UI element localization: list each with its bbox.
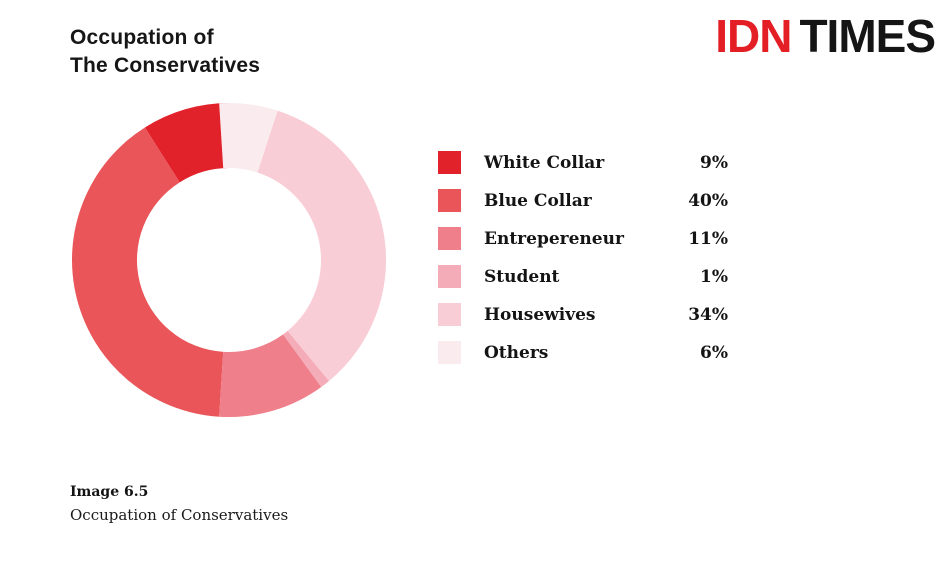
legend-row-housewives: Housewives 34% [438, 303, 728, 326]
legend-value: 1% [700, 266, 728, 287]
legend-label: Student [484, 266, 560, 287]
legend-swatch [438, 265, 461, 288]
donut-segment-others [219, 102, 278, 173]
donut-segment-housewives [257, 110, 387, 381]
donut-chart-svg [72, 102, 387, 418]
legend-label: Others [484, 342, 549, 363]
legend-label: Entrepereneur [484, 228, 624, 249]
legend-label: Housewives [484, 304, 596, 325]
chart-legend: White Collar 9% Blue Collar 40% Entrepereneu… [438, 151, 728, 379]
donut-segment-student [283, 330, 330, 388]
logo-times-text: TIMES [799, 10, 936, 62]
legend-swatch [438, 341, 461, 364]
legend-row-others: Others 6% [438, 341, 728, 364]
chart-title-line1: Occupation of [70, 26, 214, 49]
donut-chart [72, 102, 387, 418]
donut-segment-entrepereneur [219, 334, 322, 418]
legend-swatch [438, 151, 461, 174]
logo-idn-text: IDN [715, 10, 792, 62]
legend-label: Blue Collar [484, 190, 592, 211]
legend-row-blue-collar: Blue Collar 40% [438, 189, 728, 212]
legend-label: White Collar [484, 152, 605, 173]
caption-number: Image 6.5 [70, 484, 149, 500]
legend-row-entrepereneur: Entrepereneur 11% [438, 227, 728, 250]
chart-title: Occupation of The Conservatives [70, 24, 260, 80]
legend-value: 40% [688, 190, 728, 211]
legend-value: 6% [700, 342, 728, 363]
legend-swatch [438, 189, 461, 212]
legend-row-student: Student 1% [438, 265, 728, 288]
legend-value: 11% [688, 228, 728, 249]
legend-swatch [438, 227, 461, 250]
legend-row-white-collar: White Collar 9% [438, 151, 728, 174]
donut-segment-blue-collar [72, 127, 224, 417]
legend-value: 9% [700, 152, 728, 173]
legend-swatch [438, 303, 461, 326]
chart-title-line2: The Conservatives [70, 54, 261, 77]
legend-value: 34% [688, 304, 728, 325]
donut-segment-white-collar [144, 103, 229, 183]
figure-caption: Image 6.5 Occupation of Conservatives [70, 484, 288, 524]
idn-times-logo: IDN TIMES [715, 10, 936, 62]
caption-text: Occupation of Conservatives [70, 506, 289, 524]
